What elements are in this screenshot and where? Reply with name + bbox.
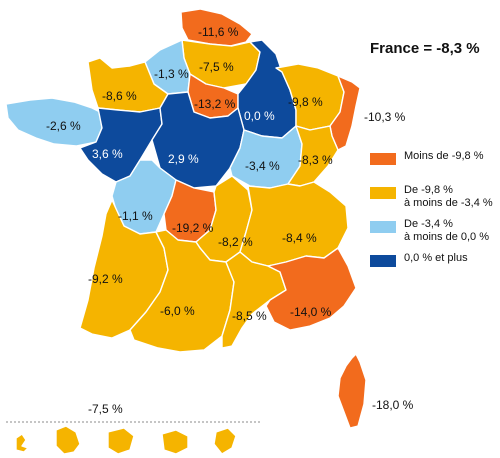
- region-martinique: [55, 425, 81, 455]
- legend: Moins de -9,8 % De -9,8 % à moins de -3,4…: [370, 150, 498, 286]
- label-languedoc: -8,5 %: [232, 309, 267, 323]
- region-la-reunion: [161, 429, 189, 455]
- label-midi-pyrenees: -6,0 %: [160, 304, 195, 318]
- legend-label: Moins de -9,8 %: [404, 150, 484, 162]
- label-champagne: 0,0 %: [244, 109, 275, 123]
- label-centre: 2,9 %: [168, 152, 199, 166]
- legend-label: 0,0 % et plus: [404, 252, 468, 264]
- region-guadeloupe: [15, 433, 29, 453]
- label-nord: -11,6 %: [198, 25, 239, 39]
- label-corse: -18,0 %: [372, 398, 414, 412]
- label-picardie: -7,5 %: [199, 60, 234, 74]
- legend-swatch: [370, 221, 396, 233]
- label-bourgogne: -3,4 %: [245, 159, 280, 173]
- label-auvergne: -8,2 %: [218, 235, 253, 249]
- legend-swatch: [370, 187, 396, 199]
- region-midi-pyrenees: [129, 229, 235, 353]
- label-dom: -7,5 %: [88, 402, 123, 416]
- region-corse: [337, 353, 367, 429]
- label-haute-normandie: -1,3 %: [154, 67, 189, 81]
- legend-swatch: [370, 255, 396, 267]
- region-languedoc: [221, 251, 287, 349]
- label-bretagne: -2,6 %: [46, 119, 81, 133]
- region-alsace: [329, 75, 361, 151]
- region-paca: [265, 247, 357, 331]
- region-guyane: [107, 427, 135, 455]
- legend-item-yellow: De -9,8 % à moins de -3,4 %: [370, 184, 498, 218]
- label-franche-comte: -8,3 %: [298, 153, 333, 167]
- label-alsace: -10,3 %: [364, 110, 406, 124]
- label-rhone-alpes: -8,4 %: [282, 231, 317, 245]
- region-franche-comte: [287, 125, 339, 187]
- label-ile-de-france: -13,2 %: [194, 97, 236, 111]
- label-basse-normandie: -8,6 %: [102, 89, 137, 103]
- label-pays-de-la-loire: 3,6 %: [92, 147, 123, 161]
- map-title: France = -8,3 %: [370, 40, 480, 57]
- region-mayotte: [213, 427, 237, 455]
- legend-swatch: [370, 153, 396, 165]
- label-poitou: -1,1 %: [118, 209, 153, 223]
- label-paca: -14,0 %: [290, 305, 332, 319]
- label-aquitaine: -9,2 %: [88, 272, 123, 286]
- legend-label: De -3,4 % à moins de 0,0 %: [404, 218, 489, 243]
- legend-item-darkblue: 0,0 % et plus: [370, 252, 498, 286]
- legend-item-orange: Moins de -9,8 %: [370, 150, 498, 184]
- label-lorraine: -9,8 %: [288, 95, 323, 109]
- region-nord: [180, 8, 253, 47]
- label-limousin: -19,2 %: [172, 221, 214, 235]
- legend-label: De -9,8 % à moins de -3,4 %: [404, 184, 493, 209]
- legend-item-lightblue: De -3,4 % à moins de 0,0 %: [370, 218, 498, 252]
